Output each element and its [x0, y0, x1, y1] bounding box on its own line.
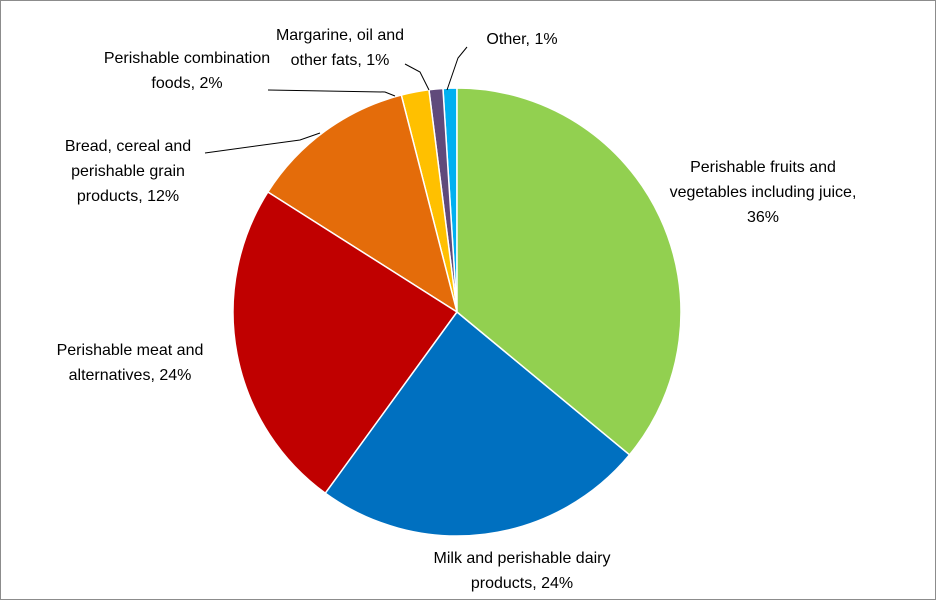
data-label: Milk and perishable dairy products, 24%: [433, 550, 611, 592]
pie-slice: [456, 87, 682, 456]
leader-line: [204, 132, 321, 154]
data-label: Perishable meat and alternatives, 24%: [56, 342, 204, 384]
data-label: Perishable fruits and vegetables includi…: [669, 159, 857, 226]
leader-line: [446, 46, 468, 91]
leader-line: [267, 89, 396, 97]
pie-slice: [324, 310, 631, 537]
pie-slice: [232, 190, 459, 495]
data-label: Other, 1%: [486, 31, 558, 48]
data-label: Bread, cereal and perishable grain produ…: [64, 138, 192, 205]
data-label: Perishable combination foods, 2%: [103, 50, 271, 92]
data-label: Margarine, oil and other fats, 1%: [275, 27, 405, 69]
leader-line: [404, 63, 430, 91]
pie-slice: [266, 94, 459, 314]
